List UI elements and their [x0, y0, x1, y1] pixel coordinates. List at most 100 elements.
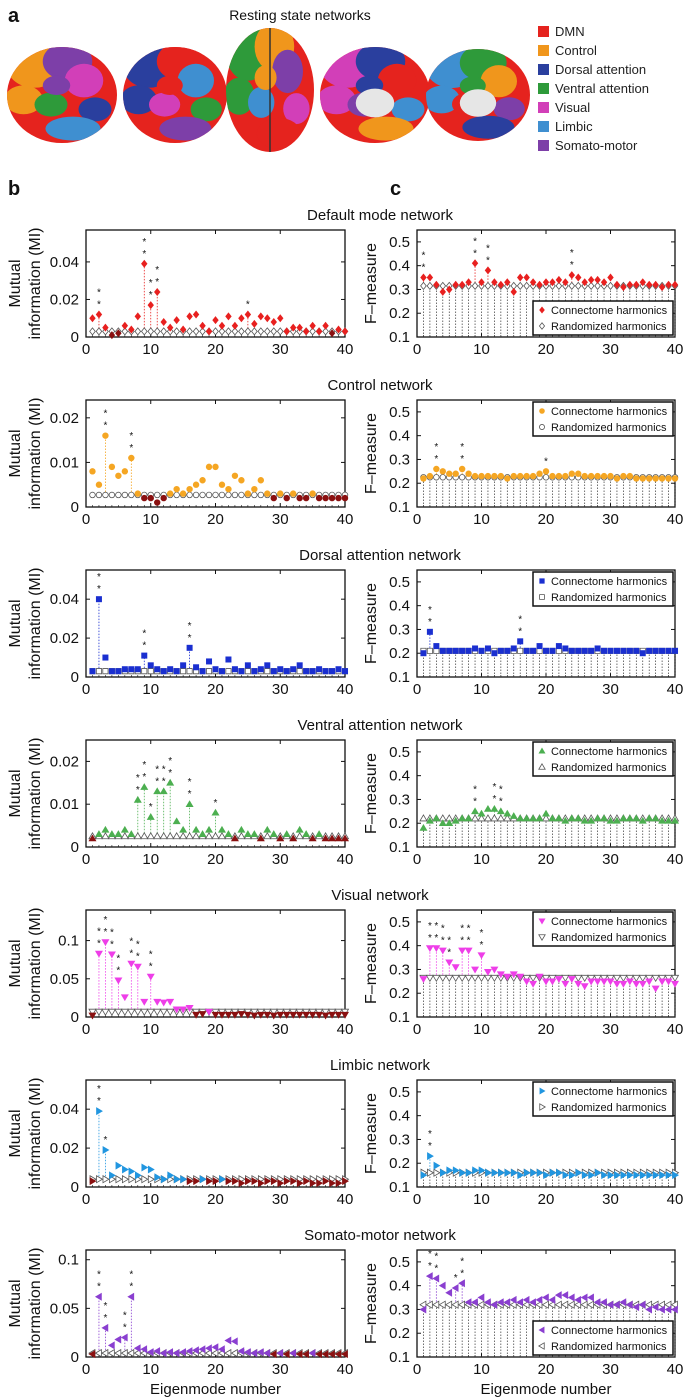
randomized-point	[439, 474, 447, 481]
connectome-point	[257, 477, 265, 484]
significance-star: *	[168, 768, 172, 779]
connectome-point	[517, 273, 524, 282]
connectome-point	[115, 472, 122, 479]
legend-label: Ventral attention	[555, 81, 649, 96]
randomized-point	[165, 1008, 175, 1016]
legend-marker-randomized	[538, 763, 546, 770]
x-tick-label: 10	[473, 1191, 490, 1208]
connectome-point	[607, 647, 614, 654]
randomized-point	[483, 814, 493, 822]
legend-box	[532, 911, 674, 947]
brain-region-patch	[391, 97, 425, 122]
connectome-point	[510, 472, 517, 480]
connectome-point	[665, 475, 672, 482]
randomized-point	[186, 327, 193, 336]
connectome-point	[89, 1177, 97, 1186]
connectome-point	[638, 1300, 646, 1309]
connectome-point	[523, 273, 530, 282]
connectome-point	[94, 950, 103, 958]
swatch-visual	[538, 102, 549, 113]
connectome-point	[160, 668, 167, 675]
legend-label-connectome: Connectome harmonics	[551, 576, 668, 588]
legend-label-connectome: Connectome harmonics	[551, 1325, 668, 1337]
connectome-point	[186, 644, 193, 651]
connectome-point	[120, 1333, 128, 1342]
connectome-point	[529, 472, 537, 480]
connectome-point	[107, 830, 116, 837]
connectome-point	[238, 314, 245, 323]
significance-star: *	[214, 798, 218, 809]
randomized-point	[322, 327, 329, 336]
connectome-point	[115, 1161, 123, 1170]
connectome-point	[328, 494, 336, 502]
significance-star: *	[142, 237, 146, 248]
connectome-point	[198, 1011, 207, 1018]
f-y-axis-label: F–measure	[363, 753, 380, 834]
significance-star: *	[149, 949, 153, 960]
network-title: Somato-motor network	[304, 1227, 456, 1244]
connectome-point	[509, 1295, 517, 1304]
y-tick-label: 0.5	[389, 914, 410, 931]
significance-star: *	[103, 927, 107, 938]
y-tick-label: 0.4	[389, 768, 410, 785]
randomized-point	[651, 974, 660, 983]
legend-item-somato: Somato-motor	[538, 136, 649, 155]
randomized-point	[88, 1008, 97, 1016]
randomized-point	[191, 832, 201, 840]
connectome-point	[659, 647, 666, 654]
connectome-point	[671, 816, 679, 824]
connectome-point	[133, 1344, 141, 1353]
significance-star: *	[434, 921, 438, 932]
legend-item-control: Control	[538, 41, 649, 60]
significance-star: *	[434, 442, 438, 453]
network-title: Visual network	[331, 887, 429, 904]
significance-star: *	[123, 1323, 127, 1334]
connectome-point	[276, 1011, 285, 1019]
x-tick-label: 30	[272, 1191, 289, 1208]
x-tick-label: 0	[82, 681, 90, 698]
x-tick-label: 0	[82, 851, 90, 868]
randomized-point	[218, 327, 226, 336]
connectome-point	[167, 666, 174, 673]
randomized-point	[120, 832, 130, 840]
randomized-point	[309, 327, 316, 336]
connectome-point	[425, 945, 434, 953]
randomized-point	[444, 1300, 453, 1309]
connectome-point	[568, 271, 575, 280]
significance-star: *	[103, 1313, 107, 1324]
connectome-point	[438, 1281, 446, 1290]
network-title: Default mode network	[307, 207, 453, 224]
significance-star: *	[499, 796, 503, 807]
connectome-point	[243, 1011, 252, 1019]
y-tick-label: 0.2	[389, 305, 410, 322]
brain-region-patch	[156, 75, 183, 95]
connectome-point	[613, 280, 621, 289]
connectome-point	[212, 1177, 220, 1186]
randomized-point	[606, 974, 615, 983]
brain-region-patch	[159, 116, 212, 141]
f-y-axis-label: F–measure	[363, 413, 380, 494]
connectome-point	[612, 1300, 620, 1309]
significance-star: *	[570, 248, 574, 259]
connectome-point	[193, 664, 200, 671]
brain-region-patch	[226, 77, 255, 115]
connectome-point	[490, 1300, 498, 1309]
connectome-point	[503, 973, 512, 981]
randomized-point	[95, 491, 103, 499]
connectome-point	[652, 1171, 660, 1180]
significance-star: *	[473, 248, 477, 259]
connectome-point	[121, 666, 128, 673]
significance-star: *	[149, 961, 153, 972]
connectome-point	[154, 1173, 162, 1182]
legend-label-connectome: Connectome harmonics	[551, 916, 668, 928]
randomized-point	[567, 1300, 575, 1309]
significance-star: *	[97, 572, 101, 583]
connectome-point	[459, 647, 466, 654]
significance-star: *	[421, 263, 425, 274]
connectome-point	[542, 1293, 549, 1302]
randomized-point	[580, 1300, 588, 1309]
randomized-point	[657, 974, 667, 983]
connectome-point	[471, 807, 480, 815]
connectome-point	[342, 1177, 349, 1186]
connectome-point	[192, 1346, 199, 1355]
